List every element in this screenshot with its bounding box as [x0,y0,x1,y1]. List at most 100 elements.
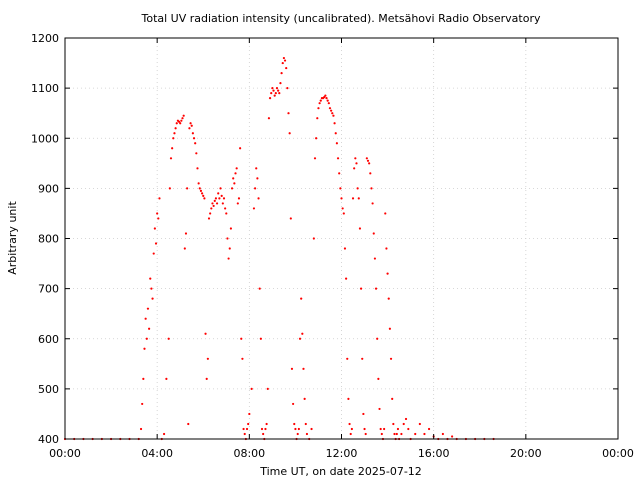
data-point [167,337,170,340]
data-point [197,182,200,185]
data-point [242,427,245,431]
data-point [400,432,403,436]
x-tick-label: 04:00 [141,447,173,460]
data-point [151,297,154,300]
data-point [323,96,326,99]
data-point [243,432,246,436]
data-point [348,422,351,426]
data-point [230,187,234,190]
data-point [396,427,400,431]
data-point [289,217,292,220]
data-point [287,112,290,115]
data-point [225,212,228,215]
data-point [319,99,322,102]
data-point [196,167,199,170]
data-point [253,187,257,190]
data-point [391,397,394,400]
x-tick-label: 12:00 [326,447,358,460]
data-point [317,107,320,110]
data-point [214,197,218,200]
data-point [165,377,168,380]
data-point [404,417,408,421]
data-point [239,147,242,150]
y-tick-label: 1100 [31,82,59,95]
data-point [218,197,221,200]
data-point [451,435,454,438]
data-point [296,432,299,436]
data-point [184,232,188,235]
data-point [256,177,259,180]
data-point [150,287,153,290]
data-point [275,87,279,90]
data-point [228,247,231,250]
data-point [180,119,183,122]
data-point [346,357,349,360]
data-point [236,202,239,205]
data-point [355,162,358,165]
data-point [240,337,243,340]
data-point [374,287,378,290]
data-point [255,167,258,170]
x-tick-label: 16:00 [418,447,450,460]
data-point [364,432,367,436]
data-point [211,202,214,205]
data-point [171,147,174,150]
data-point [191,132,194,135]
data-point [371,202,374,205]
data-point [215,202,219,205]
data-point [347,397,350,400]
data-point [316,117,319,120]
data-point [158,197,161,200]
data-point [257,197,260,200]
y-axis-label: Arbitrary unit [6,201,19,275]
data-point [392,422,395,426]
data-point [156,212,159,215]
data-point [248,412,251,416]
data-point [168,187,171,190]
data-point [303,397,306,400]
data-point [162,432,166,436]
data-point [372,232,375,235]
data-point [387,297,390,300]
data-point [293,422,296,426]
data-point [418,422,421,426]
data-point [384,212,387,215]
y-tick-label: 700 [38,283,59,296]
data-point [179,122,182,125]
data-point [142,377,145,380]
data-point [175,122,178,125]
data-point [267,117,271,120]
data-point [143,347,146,350]
data-point [192,137,196,140]
data-point [226,237,229,240]
data-point [190,124,193,127]
y-tick-label: 900 [38,182,59,195]
data-point [262,432,265,436]
data-point [279,82,282,85]
data-point [209,212,212,215]
data-point [389,357,393,360]
data-point [183,247,186,250]
data-point [288,132,291,135]
data-point [153,227,156,230]
data-point [188,127,191,130]
data-point [247,422,250,426]
grid-lines [65,38,618,439]
chart-title: Total UV radiation intensity (uncalibrat… [141,12,541,25]
data-point [356,187,359,190]
data-point [241,357,244,360]
y-tick-label: 800 [38,233,59,246]
data-point [290,367,294,370]
data-point [210,207,213,210]
data-point [152,252,155,255]
data-point [326,99,329,102]
data-point [327,102,330,105]
data-point [141,402,144,406]
data-point [172,137,175,140]
data-point [213,199,216,203]
y-tick-label: 400 [38,433,59,446]
data-point [324,94,327,97]
data-point [358,227,362,230]
data-point [259,337,262,340]
